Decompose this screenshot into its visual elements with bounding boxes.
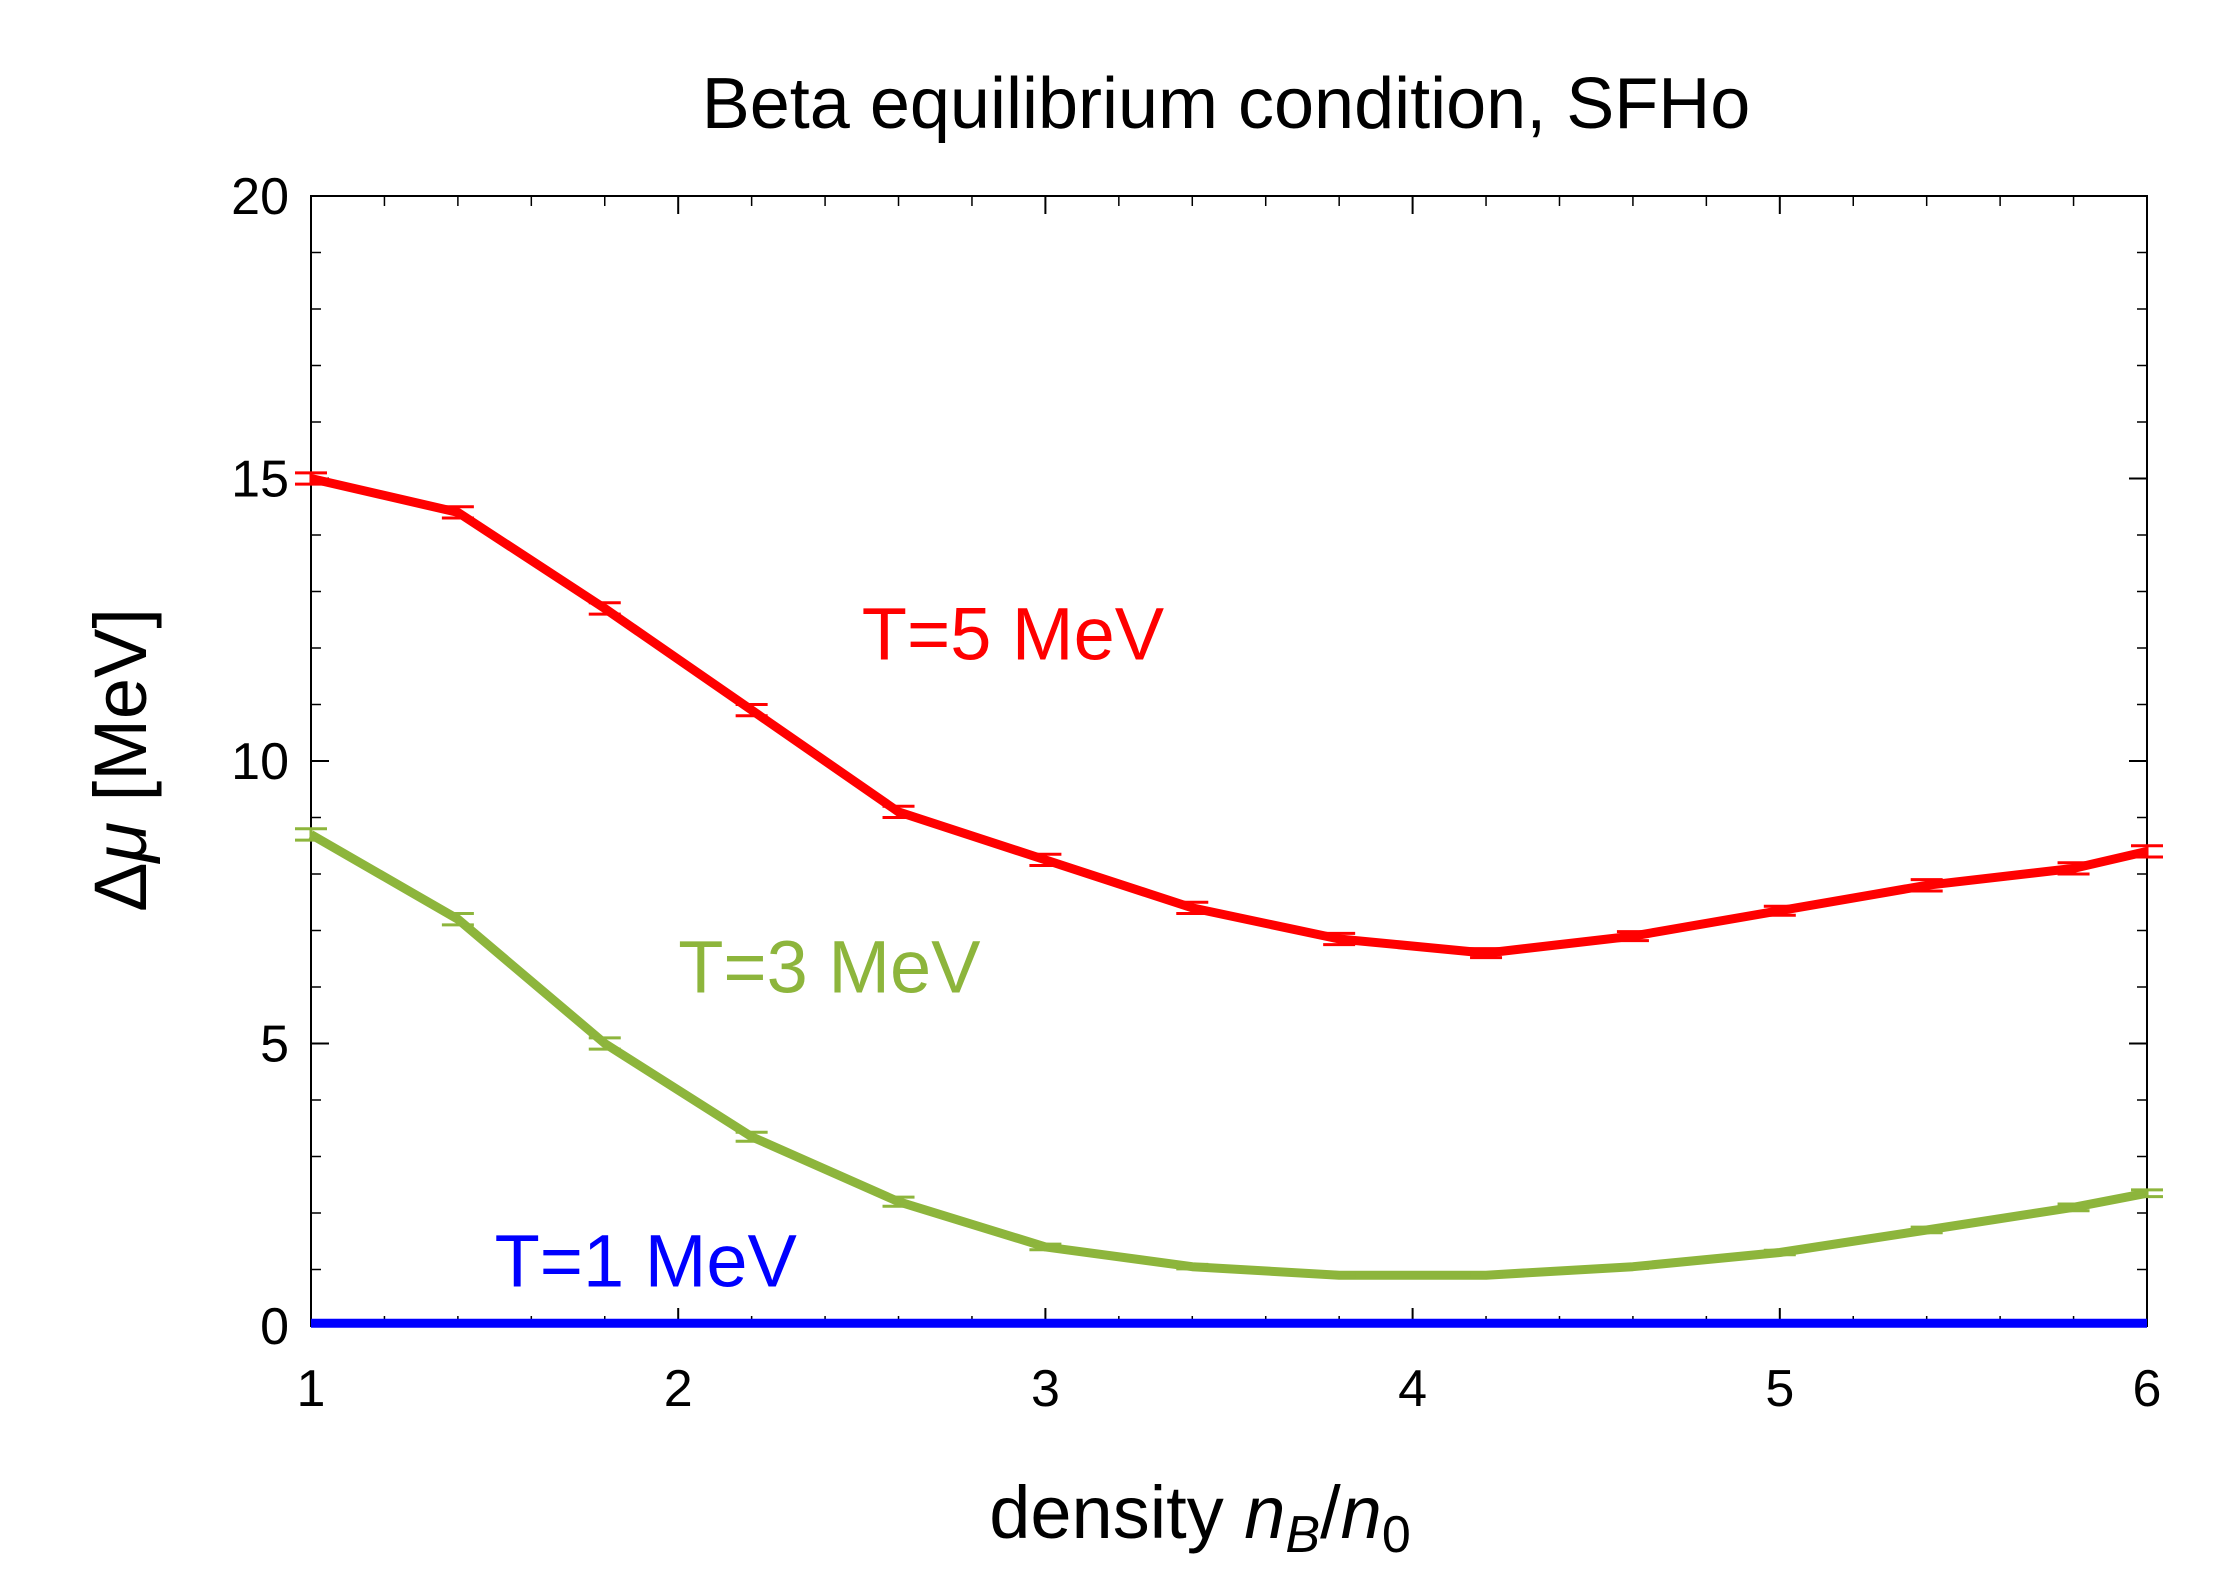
x-axis-label: density nB/n0 (989, 1471, 1411, 1564)
error-bar (1323, 931, 1356, 947)
error-bar (1323, 1271, 1356, 1279)
error-bar (1470, 1271, 1503, 1279)
error-bar (295, 471, 327, 486)
x-tick-label: 6 (2133, 1360, 2162, 1418)
series-label: T=1 MeV (495, 1219, 798, 1302)
error-bar (2057, 861, 2090, 876)
x-tick-label: 1 (297, 1360, 326, 1418)
error-bar (1029, 852, 1062, 868)
error-bar (1763, 904, 1796, 917)
error-bar (1176, 1262, 1209, 1271)
error-bar (735, 1130, 768, 1143)
error-bar (2057, 1202, 2090, 1213)
series-line-t-3-mev (308, 830, 2148, 1280)
error-bar (2131, 1188, 2163, 1199)
x-tick-label: 3 (1031, 1360, 1060, 1418)
error-bar (1470, 947, 1503, 960)
error-bar (882, 1195, 915, 1208)
y-tick-label: 0 (260, 1298, 289, 1356)
y-tick-label: 10 (231, 733, 289, 791)
error-bar (1616, 1263, 1649, 1270)
error-bar (1616, 930, 1649, 943)
error-bar (588, 601, 621, 616)
series-label: T=3 MeV (678, 926, 981, 1009)
x-tick-label: 2 (664, 1360, 693, 1418)
y-tick-label: 5 (260, 1016, 289, 1074)
error-bar (1910, 878, 1943, 893)
annotations-group: T=5 MeV T=3 MeV T=1 MeV (495, 592, 1165, 1302)
x-tick-label: 5 (1765, 1360, 1794, 1418)
error-bar (441, 912, 474, 927)
error-bar (1176, 900, 1209, 916)
error-bar (1029, 1242, 1062, 1252)
error-bar (882, 804, 915, 819)
error-bar (441, 505, 474, 520)
chart-title: Beta equilibrium condition, SFHo (702, 64, 1751, 144)
error-bar (735, 703, 768, 718)
x-tick-label: 4 (1398, 1360, 1427, 1418)
plot-frame (310, 195, 2148, 1327)
series-line-t-5-mev (309, 474, 2149, 958)
series-group (295, 471, 2163, 1328)
y-axis-label: Δμ [MeV] (79, 608, 162, 912)
axis-ticks: 1 2 3 4 5 6 0 5 10 15 20 (231, 168, 2161, 1418)
error-bar (295, 827, 327, 842)
error-bar (2131, 844, 2163, 859)
error-bar (1910, 1225, 1943, 1235)
y-tick-label: 20 (231, 168, 289, 226)
error-bar (1763, 1248, 1796, 1257)
y-tick-label: 15 (231, 451, 289, 509)
error-bar (588, 1036, 621, 1051)
series-label: T=5 MeV (862, 592, 1165, 675)
